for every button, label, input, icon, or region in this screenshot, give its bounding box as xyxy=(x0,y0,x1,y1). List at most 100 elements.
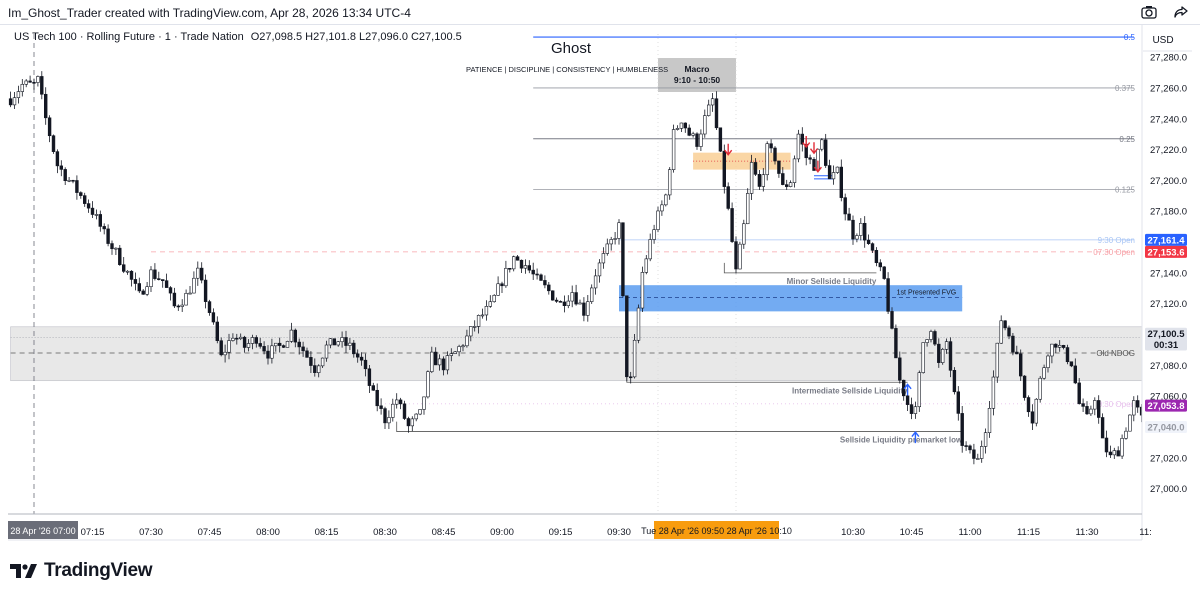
candle-body xyxy=(687,127,691,136)
candle-body xyxy=(597,262,602,277)
candle-body xyxy=(940,348,945,363)
candle-body xyxy=(75,180,79,193)
candle-body xyxy=(414,413,418,420)
candle-body xyxy=(929,331,933,340)
candle-body xyxy=(79,192,83,196)
candle-body xyxy=(1069,361,1074,367)
candles xyxy=(8,71,1142,465)
candle-body xyxy=(410,418,414,427)
candle-body xyxy=(948,341,953,371)
old-ndog-label: Old NDOG xyxy=(1096,349,1135,358)
symbol-info: US Tech 100 · Rolling Future · 1 · Trade… xyxy=(14,31,462,43)
sellside-liquidity-premarket-low-label: Sellside Liquidity premarket low xyxy=(840,436,963,445)
candle-body xyxy=(472,326,477,328)
candle-body xyxy=(161,279,165,281)
candle-body xyxy=(749,162,754,194)
candle-body xyxy=(601,253,606,264)
candle-body xyxy=(609,239,613,245)
candle-body xyxy=(1038,377,1042,400)
candle-body xyxy=(675,128,680,130)
candle-body xyxy=(582,302,586,316)
candle-body xyxy=(176,305,180,308)
candle-body xyxy=(835,166,840,173)
candle-body xyxy=(1058,345,1062,348)
candle-body xyxy=(297,341,301,348)
candle-body xyxy=(874,250,879,264)
candle-body xyxy=(652,229,656,240)
candle-body xyxy=(1100,417,1105,439)
minor-sellside-liquidity-line xyxy=(723,262,877,274)
candle-body xyxy=(769,143,773,149)
candle-body xyxy=(593,275,598,289)
candle-body xyxy=(203,279,208,302)
candle-body xyxy=(133,279,138,284)
price-label-box xyxy=(1145,338,1187,351)
candle-body xyxy=(16,91,21,98)
share-icon[interactable] xyxy=(1172,3,1190,21)
macro-box xyxy=(658,58,736,92)
candle-body xyxy=(114,247,118,250)
candle-body xyxy=(636,307,641,341)
candle-body xyxy=(12,97,17,106)
x-tick-label: 09:15 xyxy=(549,527,573,538)
candle-body xyxy=(188,292,192,295)
candle-body xyxy=(613,238,617,240)
candle-body xyxy=(293,329,297,343)
candle-body xyxy=(632,339,637,378)
candle-body xyxy=(527,265,532,271)
candle-body xyxy=(305,350,309,358)
candle-body xyxy=(145,286,149,295)
candle-body xyxy=(519,259,524,269)
currency-label[interactable]: USD xyxy=(1152,35,1173,46)
candle-body xyxy=(313,365,317,373)
candle-body xyxy=(242,336,247,348)
candle-body xyxy=(1042,367,1046,379)
candle-body xyxy=(917,372,922,408)
candle-body xyxy=(1085,406,1089,415)
candle-body xyxy=(496,283,500,296)
price-label-text: 27,040.0 xyxy=(1148,422,1185,433)
candle-body xyxy=(398,399,403,405)
candle-body xyxy=(1112,450,1117,456)
candle-body xyxy=(589,287,594,302)
candle-body xyxy=(266,350,270,359)
credit-text: Im_Ghost_Trader created with TradingView… xyxy=(8,6,411,20)
fvg-label: 1st Presented FVG xyxy=(897,290,957,297)
y-tick-label: 27,280.0 xyxy=(1150,53,1187,64)
candle-body xyxy=(383,408,387,424)
candle-body xyxy=(554,299,559,302)
candle-body xyxy=(363,359,368,370)
candle-body xyxy=(344,337,348,346)
candle-body xyxy=(227,340,231,353)
camera-icon[interactable] xyxy=(1140,3,1158,21)
candle-body xyxy=(469,326,473,337)
logo-text: TradingView xyxy=(44,560,153,581)
candle-body xyxy=(1065,347,1070,363)
candle-body xyxy=(1026,397,1031,413)
candle-body xyxy=(523,265,528,269)
y-tick-label: 27,240.0 xyxy=(1150,114,1187,125)
candle-body xyxy=(348,342,352,346)
candle-body xyxy=(679,122,684,129)
candle-body xyxy=(648,239,652,260)
candle-body xyxy=(262,346,266,352)
candle-body xyxy=(118,247,122,266)
candle-body xyxy=(47,117,52,137)
candle-body xyxy=(710,98,715,106)
fib-0.25-label: 0.25 xyxy=(1119,135,1135,144)
candle-body xyxy=(531,269,535,275)
y-tick-label: 27,220.0 xyxy=(1150,145,1187,156)
symbol-name: US Tech 100 · Rolling Future · 1 · Trade… xyxy=(14,31,244,43)
y-tick-label: 27,140.0 xyxy=(1150,268,1187,279)
red-down-arrow-icon xyxy=(813,160,822,173)
price-label-box xyxy=(1145,399,1187,412)
candle-body xyxy=(570,292,574,302)
candle-body xyxy=(718,127,723,152)
candle-body xyxy=(1073,365,1078,384)
candle-body xyxy=(430,351,434,373)
candle-body xyxy=(823,139,828,166)
tradingview-logo[interactable]: TradingView xyxy=(10,560,153,582)
candle-body xyxy=(1120,438,1124,457)
